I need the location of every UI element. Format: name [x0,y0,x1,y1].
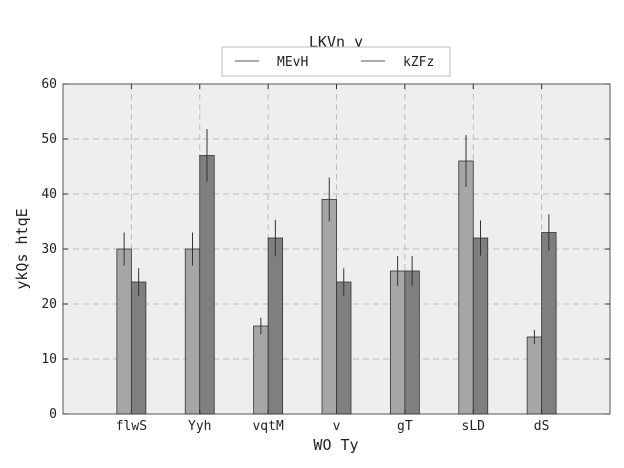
y-tick-label-6: 60 [41,77,57,92]
y-tick-label-4: 40 [41,187,57,202]
x-tick-label-4: gT [397,419,413,434]
legend-box [221,46,451,77]
bar-s0-3 [321,199,337,415]
y-axis-label: ykQs htqE [13,208,31,289]
bar-s0-4 [389,270,406,415]
legend-label-1: kZFz [403,55,434,70]
bar-s1-3 [336,281,352,415]
legend: MEvH kZFz [221,46,451,77]
error-bars [123,129,550,345]
x-tick-label-6: dS [534,419,550,434]
bar-s0-2 [253,325,269,415]
bar-s1-4 [404,270,420,415]
y-tick-label-3: 30 [41,242,57,257]
legend-label-0: MEvH [277,55,308,70]
x-tick-label-3: v [333,419,341,434]
y-tick-label-2: 20 [41,297,57,312]
x-tick-label-5: sLD [462,419,486,434]
bar-s1-1 [199,155,215,415]
bar-s0-5 [458,160,474,415]
y-tick-label-5: 50 [41,132,57,147]
bar-s0-6 [526,336,543,415]
axis-ticks: 0 10 20 30 40 50 60 flwS Yyh vqtM v gT sLD dS [41,77,610,434]
bar-s1-2 [267,237,284,415]
y-tick-label-0: 0 [49,407,57,422]
x-tick-label-0: flwS [116,419,147,434]
bar-s0-1 [184,248,201,415]
y-tick-label-1: 10 [41,352,57,367]
x-tick-label-2: vqtM [252,419,283,434]
bars [116,155,557,415]
bar-s1-6 [541,232,557,415]
bar-s1-0 [130,281,147,415]
bar-s0-0 [116,248,132,415]
x-axis-label: WO Ty [313,436,358,454]
x-tick-label-1: Yyh [188,419,211,434]
bar-s1-5 [472,237,489,415]
